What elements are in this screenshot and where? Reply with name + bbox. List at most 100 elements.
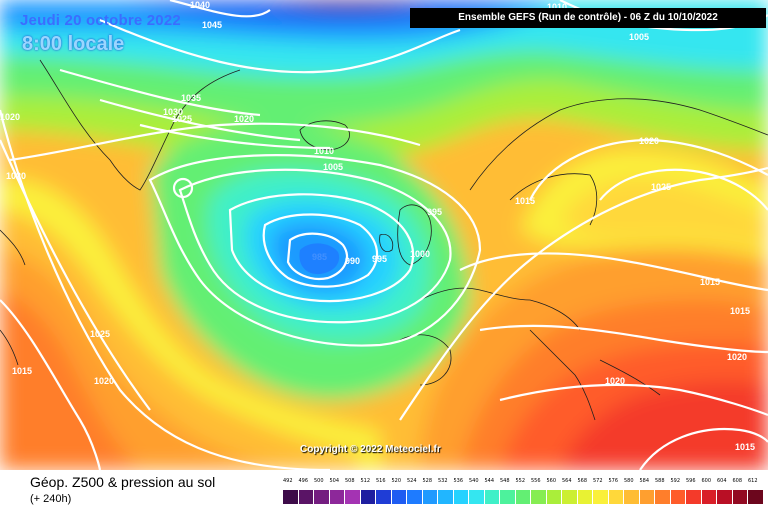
legend-swatch [686,490,701,504]
legend-tick-label: 536 [453,478,464,484]
legend-tick-label: 520 [391,478,402,484]
legend-swatch [500,490,515,504]
legend-swatch [314,490,329,504]
legend-swatch [639,490,654,504]
isobar-label: 1020 [605,376,625,386]
legend-swatch [531,490,546,504]
legend-swatch [407,490,422,504]
isobar-label: 1020 [727,352,747,362]
legend-tick-label: 500 [314,478,324,484]
legend-swatch [670,490,685,504]
isobar-label: 1015 [730,306,750,316]
legend-swatch [577,490,592,504]
legend-tick-label: 544 [484,478,495,484]
legend-tick-label: 580 [624,478,634,484]
isobar-label: 990 [345,256,360,266]
isobar-label: 1010 [314,146,334,156]
legend-tick-label: 572 [593,478,603,484]
model-run-banner: Ensemble GEFS (Run de contrôle) - 06 Z d… [410,8,766,28]
legend-tick-label: 612 [748,478,758,484]
legend-tick-label: 496 [298,478,309,484]
isobar-label: 1045 [202,20,222,30]
legend-swatch [608,490,623,504]
isobar-label: 1025 [651,182,671,192]
isobar-label: 1020 [94,376,114,386]
isobar-label: 995 [427,207,442,217]
isobar-label: 1025 [90,329,110,339]
isobar-label: 1020 [234,114,254,124]
legend-tick-label: 552 [515,478,526,484]
legend-swatch [562,490,577,504]
isobar-label: 1020 [0,112,20,122]
legend-swatch [717,490,732,504]
legend-tick-label: 504 [329,478,340,484]
isobar-label: 1005 [629,32,649,42]
legend-swatch [748,490,763,504]
legend-tick-label: 556 [531,478,541,484]
legend-tick-label: 568 [577,478,588,484]
legend-tick-label: 596 [686,478,696,484]
legend-tick-label: 548 [500,478,510,484]
isobar-label: 1030 [163,107,183,117]
legend-tick-label: 508 [345,478,355,484]
isobar-label: 1015 [735,442,755,452]
legend-swatch [593,490,608,504]
z500-field [0,0,768,470]
legend-swatch [391,490,406,504]
legend-swatch [283,490,298,504]
legend-tick-label: 512 [360,478,371,484]
legend-swatch [345,490,360,504]
isobar-label: 1005 [323,162,343,172]
legend-tick-label: 588 [655,478,665,484]
legend-tick-label: 608 [732,478,743,484]
legend-swatch [422,490,437,504]
legend-tick-label: 492 [283,478,293,484]
lead-time: (+ 240h) [30,493,72,505]
legend-tick-label: 600 [701,478,712,484]
legend-tick-label: 560 [546,478,557,484]
isobar-lines [0,0,768,470]
legend-tick-label: 576 [608,478,619,484]
legend-swatch [376,490,391,504]
copyright: Copyright © 2022 Meteociel.fr [300,444,441,455]
legend-swatch [515,490,530,504]
geopotential-map: 1040 1045 1010 1005 1035 1030 1025 1020 … [0,0,768,470]
isobar-label: 1000 [410,249,430,259]
legend-swatch [298,490,313,504]
parameter-title: Géop. Z500 & pression au sol [30,474,216,490]
legend-tick-label: 516 [376,478,386,484]
isobar-label: 1035 [181,93,201,103]
isobar-label: 1020 [639,136,659,146]
legend-tick-label: 532 [438,478,448,484]
legend-tick-label: 564 [562,478,572,484]
legend-tick-label: 540 [469,478,479,484]
legend-tick-label: 604 [717,478,727,484]
legend-swatch [624,490,639,504]
isobar-label: 1025 [172,114,192,124]
legend-tick-label: 528 [422,478,433,484]
legend-swatch [655,490,670,504]
legend-swatch [453,490,468,504]
forecast-time: 8:00 locale [22,33,125,55]
legend-swatch [469,490,484,504]
legend-swatch [329,490,344,504]
isobar-label: 1015 [700,277,720,287]
isobar-label: 1010 [547,2,567,12]
isobar-label: 1040 [190,0,210,10]
legend-swatch [732,490,747,504]
legend-swatch [546,490,561,504]
isobar-label: 1020 [6,171,26,181]
legend-tick-label: 584 [639,478,650,484]
legend-swatch [438,490,453,504]
isobar-label: 1015 [12,366,32,376]
low-pressure-core [299,243,340,275]
isobar-labels: 1040 1045 1010 1005 1035 1030 1025 1020 … [0,0,755,452]
legend-tick-label: 524 [407,478,417,484]
isobar-label: 995 [372,254,387,264]
forecast-date: Jeudi 20 octobre 2022 [20,12,181,29]
legend-tick-label: 592 [670,478,681,484]
legend-swatch [701,490,716,504]
isobar-label: 1015 [515,196,535,206]
legend-swatch [360,490,375,504]
